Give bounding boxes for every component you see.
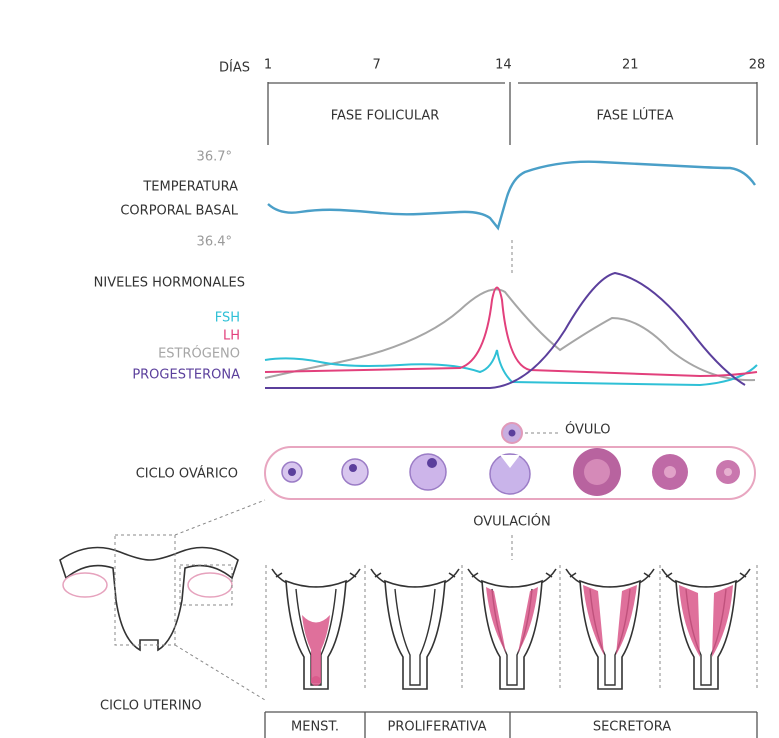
fsh-curve [265,350,757,385]
follicles [282,448,740,496]
legend: FSH LH ESTRÓGENO PROGESTERONA [132,311,240,383]
legend-entry: ESTRÓGENO [158,346,240,362]
day-tick: 21 [622,58,639,73]
day-tick: 28 [749,58,766,73]
day-tick: 7 [373,58,381,73]
legend-entry: PROGESTERONA [132,368,240,383]
uterus-anatomy [60,500,265,700]
temp-label: TEMPERATURA [142,180,238,195]
temp-high: 36.7° [197,150,232,165]
phase-label: FASE LÚTEA [597,108,674,124]
temperature-curve [268,162,755,228]
temp-label: CORPORAL BASAL [120,204,238,219]
hormones-title: NIVELES HORMONALES [94,276,245,291]
uterine-label: CICLO UTERINO [100,699,202,714]
phase-label: FASE FOLICULAR [331,109,440,124]
uterus-stages [272,569,750,689]
day-tick: 14 [495,58,512,73]
temp-low: 36.4° [197,235,232,250]
ovarian-label: CICLO OVÁRICO [136,466,238,482]
legend-entry: FSH [215,311,240,326]
legend-entry: LH [223,329,240,344]
day-ticks: 1 7 14 21 28 [264,58,765,73]
diagram: DÍAS 17142128 FASE FOLICULAR FASE LÚTEA … [0,0,779,738]
uterine-phase: MENST. [291,720,339,735]
uterine-phase: PROLIFERATIVA [388,720,487,735]
days-label: DÍAS [219,60,250,76]
estrogen-curve [265,289,755,380]
ovulation-label: OVULACIÓN [473,514,551,530]
ovum-label: ÓVULO [565,422,610,438]
ovum-nucleus [509,430,516,437]
uterine-phase: SECRETORA [593,720,671,735]
day-tick: 1 [264,58,272,73]
